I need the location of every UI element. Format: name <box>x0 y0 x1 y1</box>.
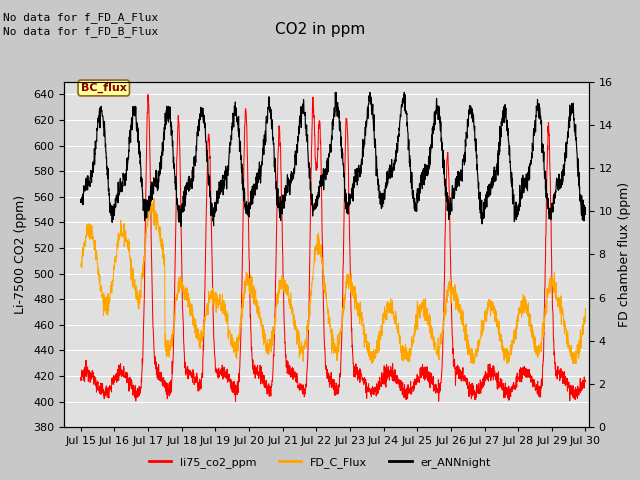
Y-axis label: Li-7500 CO2 (ppm): Li-7500 CO2 (ppm) <box>15 195 28 314</box>
Text: No data for f_FD_B_Flux: No data for f_FD_B_Flux <box>3 26 159 37</box>
Y-axis label: FD chamber flux (ppm): FD chamber flux (ppm) <box>618 182 631 327</box>
Legend: li75_co2_ppm, FD_C_Flux, er_ANNnight: li75_co2_ppm, FD_C_Flux, er_ANNnight <box>145 452 495 472</box>
Text: CO2 in ppm: CO2 in ppm <box>275 22 365 36</box>
Text: BC_flux: BC_flux <box>81 83 127 93</box>
Text: No data for f_FD_A_Flux: No data for f_FD_A_Flux <box>3 12 159 23</box>
